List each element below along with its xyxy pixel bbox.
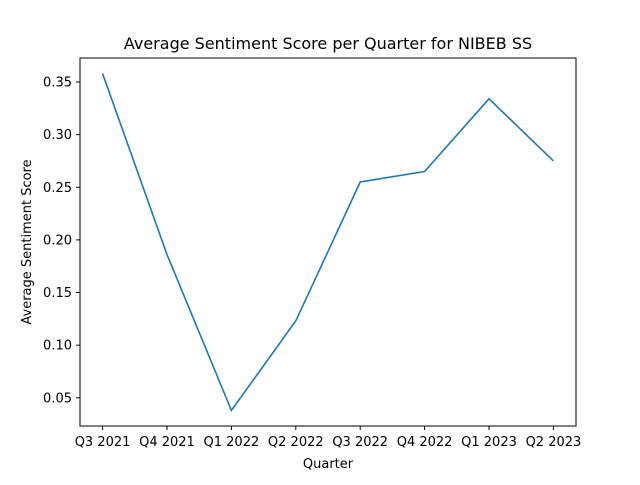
series-line [101, 73, 554, 413]
y-axis: 0.05 0.10 0.15 0.20 0.25 0.30 0.35 [43, 76, 80, 406]
y-tick-label: 0.15 [43, 286, 72, 301]
x-tick-label: Q1 2023 [461, 435, 517, 450]
x-tick-label: Q4 2022 [397, 435, 453, 450]
y-tick-label: 0.30 [43, 128, 72, 143]
y-tick-label: 0.10 [43, 339, 72, 354]
x-tick-label: Q3 2022 [332, 435, 388, 450]
y-tick-label: 0.20 [43, 233, 72, 248]
x-tick-label: Q1 2022 [204, 435, 260, 450]
y-axis-label: Average Sentiment Score [20, 159, 35, 324]
x-axis-label: Quarter [303, 457, 354, 472]
x-axis: Q3 2021 Q4 2021 Q1 2022 Q2 2022 Q3 2022 Q4 20… [75, 426, 582, 450]
y-tick-label: 0.35 [43, 76, 72, 91]
plot-frame [79, 57, 577, 427]
x-tick-label: Q3 2021 [75, 435, 131, 450]
chart-title: Average Sentiment Score per Quarter for … [124, 34, 532, 53]
y-tick-label: 0.05 [43, 391, 72, 406]
x-tick-label: Q4 2021 [139, 435, 195, 450]
y-tick-label: 0.25 [43, 181, 72, 196]
x-tick-label: Q2 2022 [268, 435, 324, 450]
x-tick-label: Q2 2023 [526, 435, 582, 450]
